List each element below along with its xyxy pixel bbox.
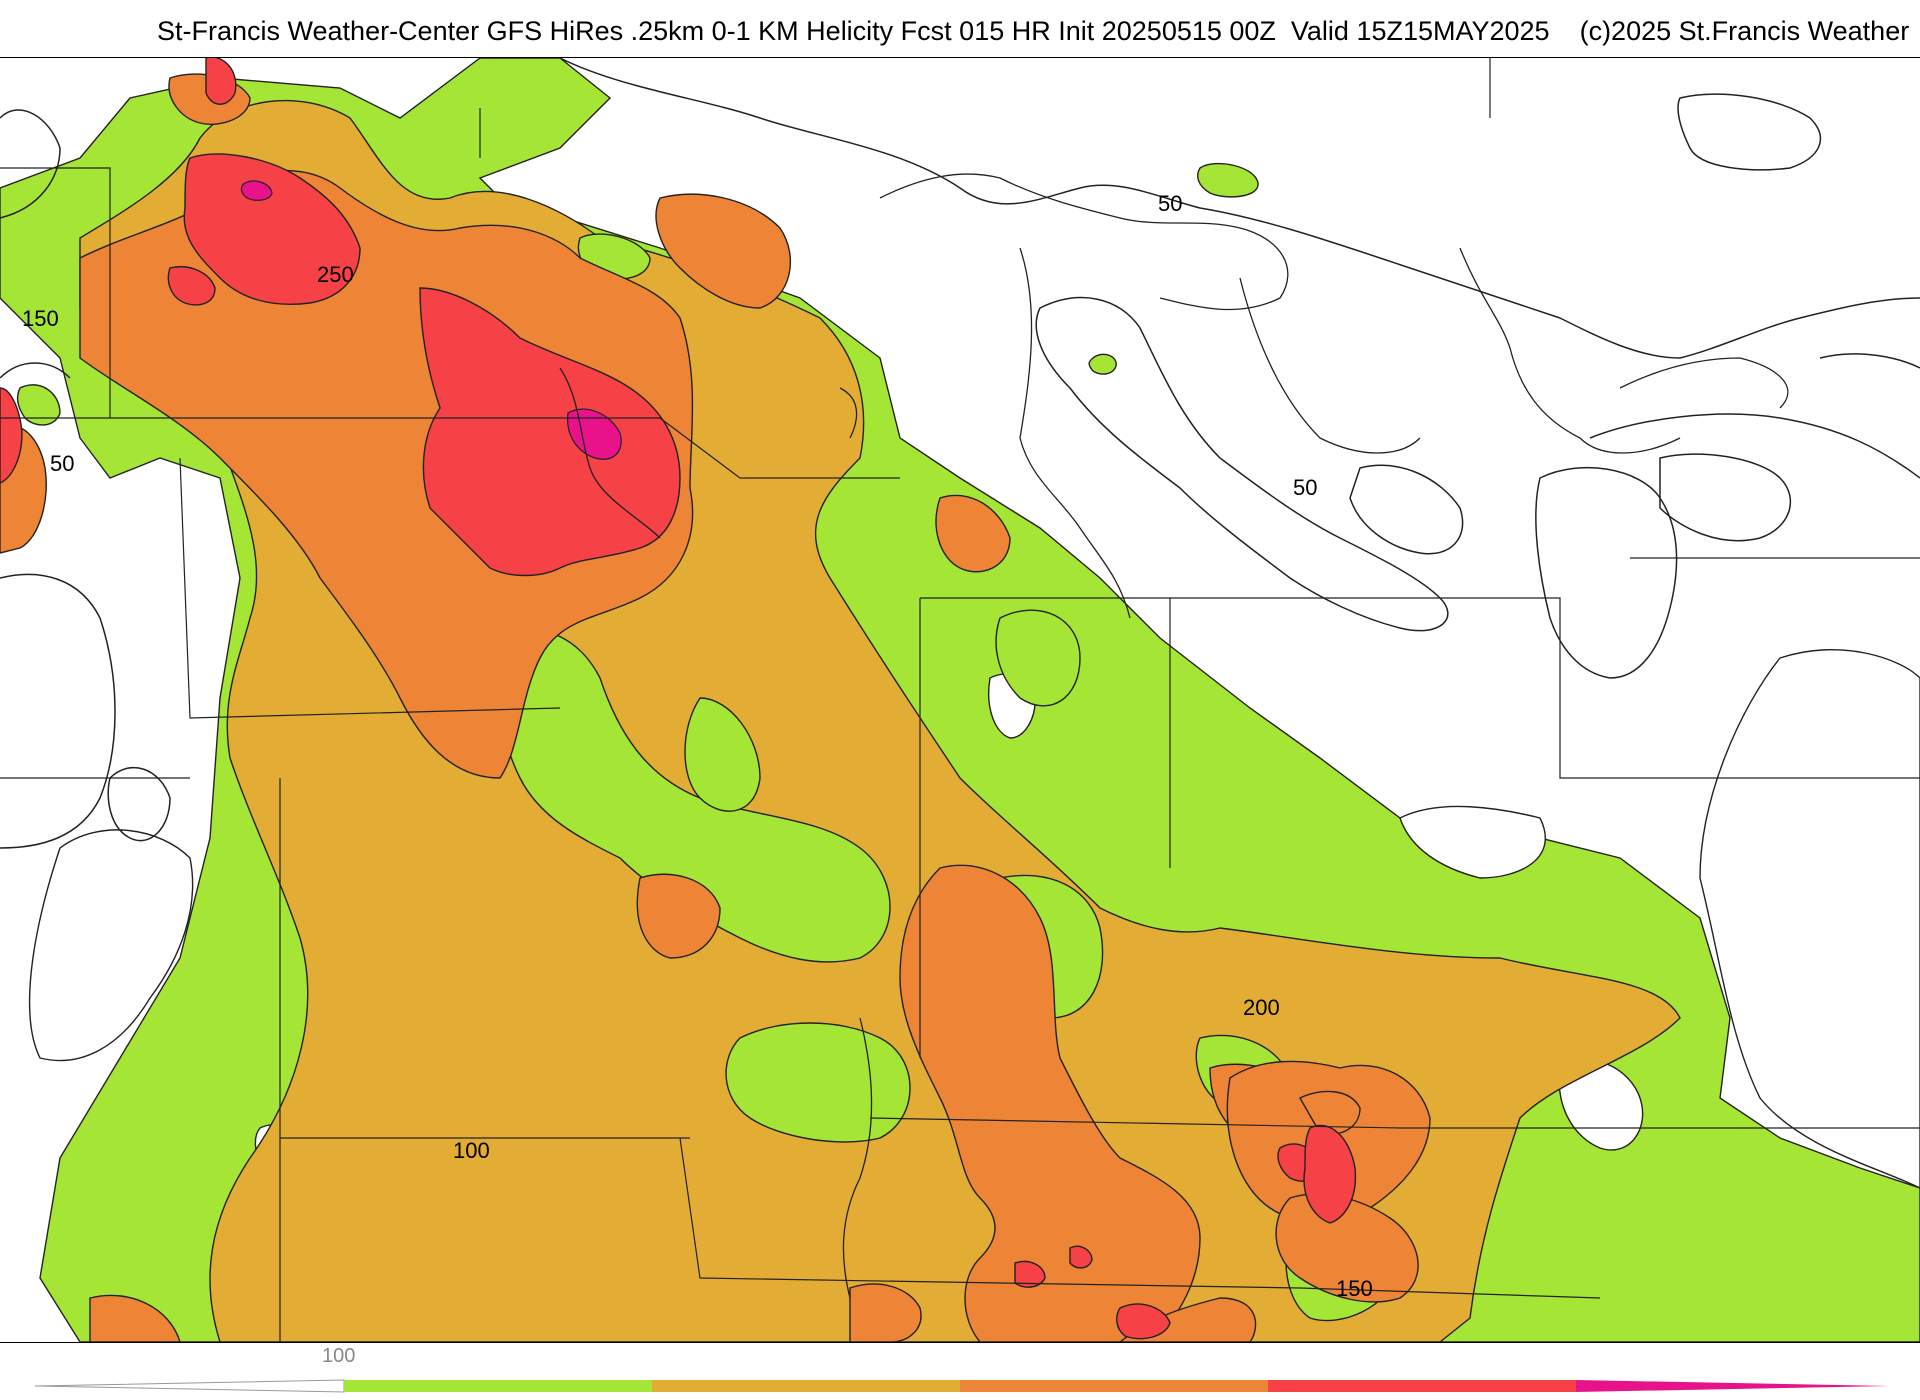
legend-swatch-green — [344, 1380, 652, 1392]
legend-arrow-right — [1576, 1380, 1890, 1392]
contour-lines-50 — [0, 58, 1920, 849]
legend-swatch-red — [1268, 1380, 1576, 1392]
contour-label-50-west: 50 — [50, 451, 74, 476]
helicity-map: 250 150 50 50 50 200 100 150 — [0, 57, 1920, 1343]
coastlines — [559, 173, 1789, 1299]
map-canvas: 250 150 50 50 50 200 100 150 — [0, 58, 1920, 1342]
legend-arrow-left — [34, 1379, 345, 1393]
contour-label-250: 250 — [317, 262, 354, 287]
legend-tick-label: 100 — [322, 1345, 356, 1367]
legend-swatch-gold — [652, 1380, 960, 1392]
contour-label-100: 100 — [453, 1138, 490, 1163]
color-legend: 100 — [0, 1341, 1920, 1400]
map-title: St-Francis Weather-Center GFS HiRes .25k… — [157, 16, 1910, 46]
state-boundaries — [0, 58, 1920, 1342]
contour-label-150-south: 150 — [1336, 1276, 1373, 1301]
contour-label-50-east: 50 — [1293, 475, 1317, 500]
legend-colorbar — [34, 1379, 1890, 1393]
legend-swatch-orange — [960, 1380, 1268, 1392]
helicity-area-red — [0, 58, 1357, 1340]
map-title-bar: St-Francis Weather-Center GFS HiRes .25k… — [0, 10, 1920, 56]
contour-labels: 250 150 50 50 50 200 100 150 — [22, 191, 1373, 1301]
contour-label-50-north: 50 — [1158, 191, 1182, 216]
contour-label-150-west: 150 — [22, 306, 59, 331]
contour-label-200: 200 — [1243, 995, 1280, 1020]
helicity-area-magenta — [240, 180, 622, 460]
helicity-area-orange — [0, 73, 1431, 1342]
